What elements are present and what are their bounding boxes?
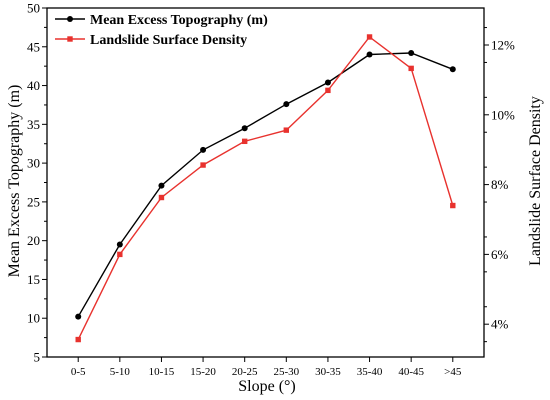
series-2-point bbox=[325, 87, 331, 94]
series-2-point bbox=[408, 65, 414, 72]
series-1-point bbox=[283, 101, 290, 108]
axes-group: 5 10 15 20 25 30 35 40 45 50 4% 6% 8% 10% 12% 0-5 5-10 10… bbox=[27, 1, 515, 379]
left-y-tick-label: 15 bbox=[27, 272, 40, 287]
right-y-tick-label: 4% bbox=[491, 317, 509, 332]
right-y-tick-label: 12% bbox=[491, 37, 515, 52]
left-y-tick-label: 35 bbox=[27, 117, 40, 132]
series-2-point bbox=[283, 127, 290, 133]
series-2-point bbox=[200, 162, 206, 168]
series-2-line bbox=[77, 36, 454, 340]
x-tick-label: 40-45 bbox=[398, 366, 424, 378]
x-tick-label: 25-30 bbox=[273, 366, 299, 378]
series-1-point bbox=[324, 79, 331, 86]
series-group bbox=[75, 34, 456, 343]
series-1-point bbox=[366, 51, 373, 58]
x-tick-label: 15-20 bbox=[190, 366, 216, 378]
left-y-tick-label: 5 bbox=[34, 350, 41, 365]
legend-marker-2 bbox=[67, 36, 73, 42]
x-tick-label: 35-40 bbox=[357, 366, 383, 378]
series-1-line bbox=[77, 52, 454, 318]
right-y-tick-label: 8% bbox=[491, 177, 509, 192]
series-1-point bbox=[408, 49, 415, 56]
left-y-tick-label: 20 bbox=[27, 233, 40, 248]
right-y-tick-label: 6% bbox=[491, 247, 509, 262]
left-y-tick-label: 30 bbox=[27, 156, 40, 171]
series-1-point bbox=[75, 313, 82, 320]
series-2-point bbox=[158, 194, 165, 201]
left-y-tick-label: 40 bbox=[27, 78, 40, 93]
x-tick-label: 5-10 bbox=[110, 366, 131, 378]
x-tick-label: 10-15 bbox=[149, 366, 175, 378]
legend-label-2: Landslide Surface Density bbox=[90, 33, 247, 48]
series-1-point bbox=[116, 241, 123, 248]
left-y-tick-label: 10 bbox=[27, 311, 40, 326]
series-1-point bbox=[241, 125, 248, 132]
left-y-tick-label: 45 bbox=[27, 39, 40, 54]
series-1-point bbox=[200, 146, 207, 153]
series-1-point bbox=[158, 182, 165, 189]
x-tick-label: 0-5 bbox=[71, 366, 86, 378]
x-tick-label: 30-35 bbox=[315, 366, 341, 378]
right-y-axis-title: Landslide Surface Density bbox=[527, 96, 544, 266]
series-2-point bbox=[366, 34, 373, 40]
legend-marker-1 bbox=[67, 16, 73, 22]
left-y-tick-label: 50 bbox=[27, 1, 40, 16]
legend: Mean Excess Topography (m) Landslide Surf… bbox=[55, 13, 268, 48]
x-tick-label: 20-25 bbox=[232, 366, 258, 378]
left-y-axis-title: Mean Excess Topography (m) bbox=[6, 85, 23, 278]
series-2-point bbox=[117, 251, 123, 258]
x-tick-label: >45 bbox=[444, 366, 462, 378]
legend-label-1: Mean Excess Topography (m) bbox=[90, 13, 268, 28]
x-axis-title: Slope (°) bbox=[238, 378, 296, 395]
right-y-tick-label: 10% bbox=[491, 107, 515, 122]
plot-frame bbox=[46, 7, 485, 358]
left-y-tick-label: 25 bbox=[27, 194, 40, 209]
series-2-point bbox=[241, 138, 248, 145]
series-2-point bbox=[75, 336, 81, 343]
series-2 bbox=[75, 34, 456, 343]
series-2-point bbox=[450, 202, 456, 209]
series-1 bbox=[75, 49, 456, 320]
series-1-point bbox=[449, 66, 456, 73]
